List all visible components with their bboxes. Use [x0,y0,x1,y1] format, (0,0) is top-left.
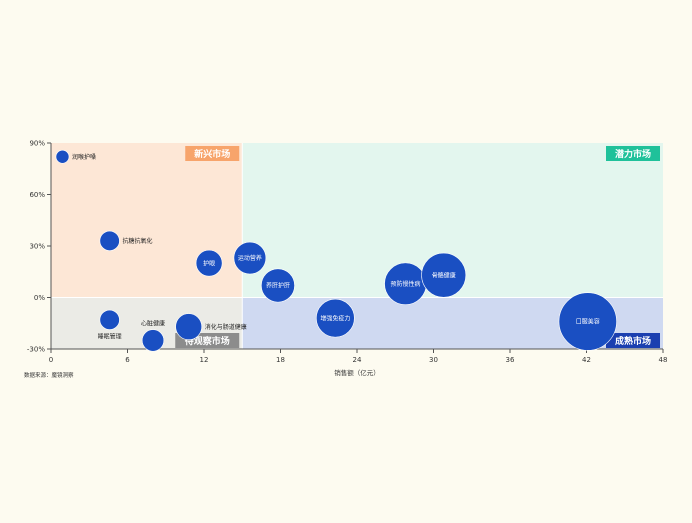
quadrant-label-1: 潜力市场 [615,148,651,160]
x-tick-label: 18 [276,356,285,364]
quadrant-label-bg-0 [185,146,240,161]
bubble-label-11: 口服美容 [576,318,600,326]
bubble-10 [421,252,467,298]
bubble-label-1: 抗糖抗氧化 [122,237,152,245]
bubble-0 [55,149,70,164]
bubble-label-10: 骨骼健康 [432,271,456,279]
y-tick-label: 90% [29,140,45,148]
quadrant-label-3: 成熟市场 [615,335,651,347]
bubble-label-2: 睡眠管理 [98,333,122,341]
x-tick-label: 12 [200,356,209,364]
bubble-6 [233,241,267,275]
bubble-4 [175,313,203,341]
bubble-5 [195,249,223,277]
quadrant-label-bg-3 [606,333,660,348]
bubble-7 [261,268,295,303]
quadrant-label-bg-1 [606,146,660,161]
bubble-label-8: 增强免疫力 [320,314,350,322]
bubble-label-6: 运动营养 [238,254,262,262]
x-tick-label: 0 [49,356,53,364]
bubble-label-5: 护眼 [203,259,215,267]
x-tick-label: 30 [429,356,438,364]
y-tick-label: -30% [27,346,45,354]
bubble-label-3: 心脏健康 [141,320,165,328]
x-tick-label: 24 [353,356,362,364]
x-tick-label: 48 [659,356,668,364]
x-tick-label: 42 [582,356,591,364]
bubble-8 [315,298,355,338]
x-tick-label: 36 [506,356,515,364]
y-tick-label: 60% [29,191,45,199]
y-tick-label: 30% [29,243,45,251]
x-tick-label: 6 [125,356,130,364]
source-note: 数据来源：魔镜洞察 [24,371,74,379]
bubble-11 [558,292,617,351]
y-tick-label: 0% [34,294,45,302]
quadrant-label-2: 待观察市场 [185,335,230,347]
bubble-3 [141,329,165,352]
quadrant-label-0: 新兴市场 [194,148,230,160]
bubble-label-7: 养肝护肝 [266,282,290,290]
bubble-1 [99,230,120,251]
x-axis-title: 销售额（亿元） [334,368,380,377]
bubble-2 [99,309,120,330]
bubble-label-4: 消化与肠道健康 [205,323,247,331]
bubble-label-0: 润喉护嗓 [72,153,96,161]
bubble-label-9: 预防慢性病 [390,280,420,288]
